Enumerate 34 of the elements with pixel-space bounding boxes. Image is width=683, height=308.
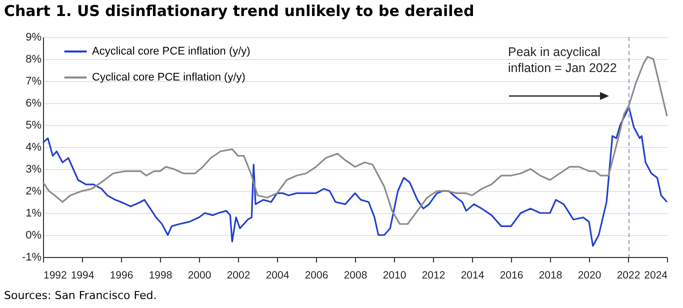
y-tick-label: 3%	[26, 164, 42, 176]
x-tick-label: 1992	[44, 270, 68, 282]
legend-label: Cyclical core PCE inflation (y/y)	[92, 72, 246, 84]
chart-title: Chart 1. US disinflationary trend unlikely to be derailed	[4, 2, 474, 20]
x-tick-label: 2016	[500, 270, 524, 282]
x-tick-label: 2020	[578, 270, 602, 282]
x-tick-label: 2002	[226, 270, 250, 282]
y-tick-label: 9%	[26, 32, 42, 44]
y-tick-label: 5%	[26, 120, 42, 132]
x-tick-label: 2018	[538, 270, 562, 282]
x-tick-label: 2008	[344, 270, 368, 282]
x-tick-label: 1994	[70, 270, 94, 282]
x-tick-label: 2006	[304, 270, 328, 282]
y-tick-label: 6%	[26, 98, 42, 110]
x-tick-label: 1996	[110, 270, 134, 282]
annotation: Peak in acyclical inflation = Jan 2022	[508, 44, 618, 76]
y-tick-label: 8%	[26, 54, 42, 66]
y-tick-label: 4%	[26, 142, 42, 154]
x-tick-label: 2004	[266, 270, 290, 282]
x-tick-label: 2014	[460, 270, 484, 282]
x-tick-label: 1998	[148, 270, 172, 282]
x-tick-label: 2010	[382, 270, 406, 282]
x-tick-label: 2012	[422, 270, 446, 282]
legend-label: Acyclical core PCE inflation (y/y)	[92, 46, 250, 58]
x-tick-label: 2022	[616, 270, 640, 282]
y-tick-label: -1%	[22, 252, 42, 264]
y-tick-label: 1%	[26, 208, 42, 220]
y-tick-label: 2%	[26, 186, 42, 198]
x-tick-label: 2024	[644, 270, 668, 282]
y-tick-label: 0%	[26, 230, 42, 242]
x-tick-label: 2000	[188, 270, 212, 282]
line-series	[42, 106, 668, 247]
y-tick-label: 7%	[26, 76, 42, 88]
source-note: Sources: San Francisco Fed.	[4, 289, 157, 302]
